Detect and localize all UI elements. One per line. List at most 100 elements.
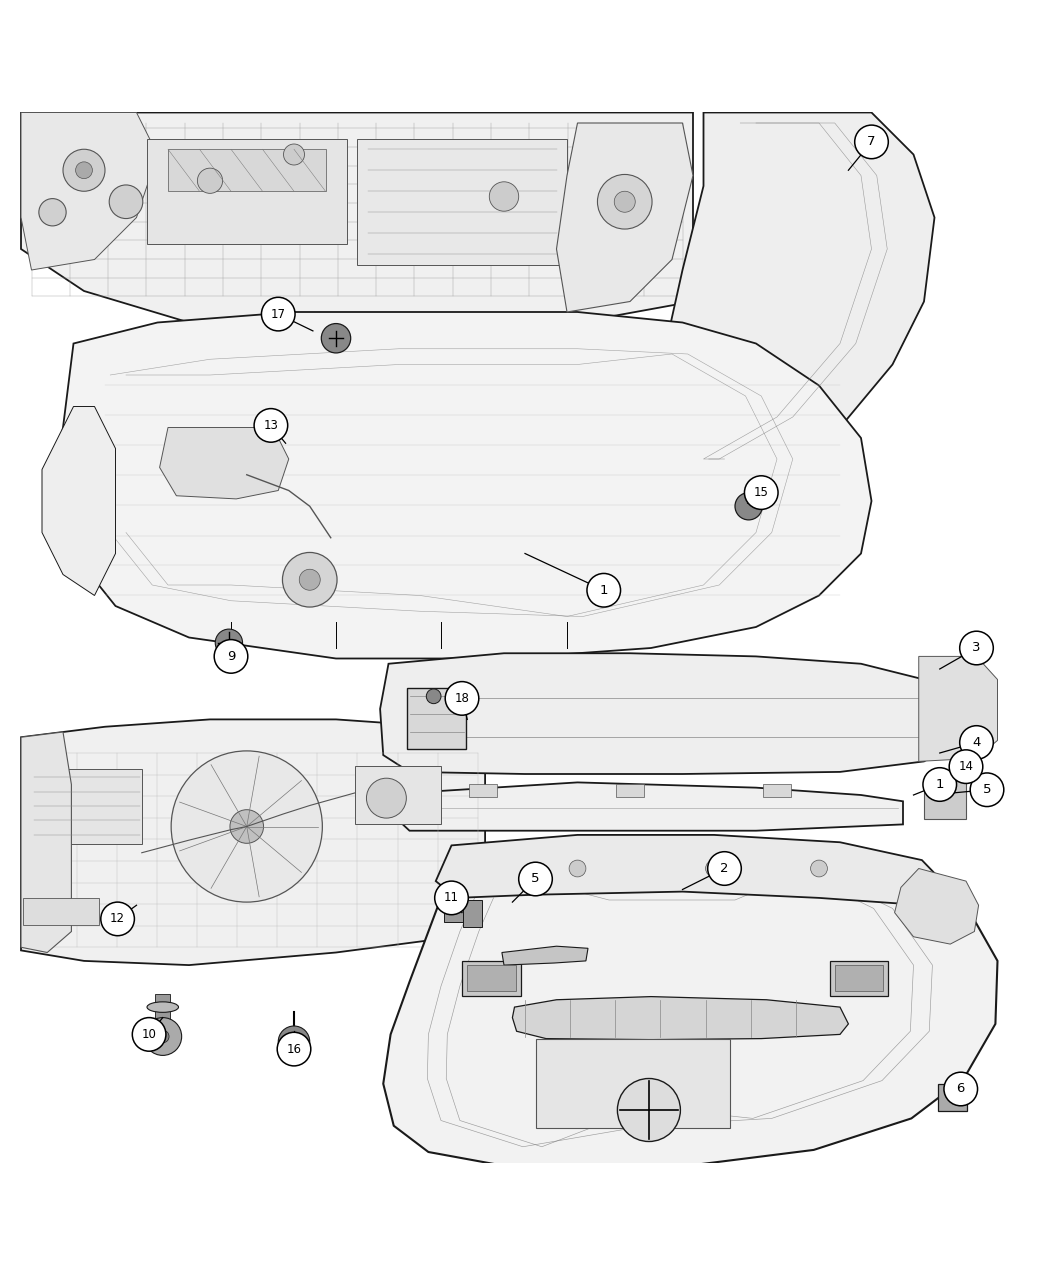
Circle shape [278,1026,310,1057]
Text: 5: 5 [983,783,991,797]
Circle shape [923,768,957,801]
Text: 1: 1 [936,778,944,790]
Circle shape [284,144,304,164]
Bar [355,765,441,825]
Circle shape [261,297,295,332]
Polygon shape [21,112,158,270]
Circle shape [708,852,741,885]
Polygon shape [662,112,934,491]
Bar [763,784,791,797]
Bar [23,898,99,926]
Text: 1: 1 [600,584,608,597]
Text: 4: 4 [972,736,981,748]
Text: 6: 6 [957,1082,965,1095]
Circle shape [569,861,586,877]
Circle shape [230,810,264,843]
Polygon shape [21,719,485,965]
Bar [155,994,170,1037]
Bar [168,149,326,191]
Text: 3: 3 [972,641,981,654]
Circle shape [445,682,479,715]
Circle shape [519,862,552,896]
Circle shape [144,1017,182,1056]
Polygon shape [160,427,289,499]
Bar [938,1084,967,1111]
Bar [147,139,346,244]
Circle shape [489,182,519,212]
Polygon shape [919,657,998,761]
Polygon shape [380,653,956,774]
Circle shape [101,903,134,936]
Text: 9: 9 [227,650,235,663]
Bar [357,139,567,265]
Circle shape [597,175,652,230]
Circle shape [277,1033,311,1066]
Circle shape [949,750,983,783]
Text: 16: 16 [287,1043,301,1056]
Circle shape [435,881,468,914]
Circle shape [197,168,223,194]
Polygon shape [512,997,848,1039]
Circle shape [587,574,621,607]
Bar [467,965,516,992]
Bar [407,688,466,748]
Circle shape [855,125,888,158]
Circle shape [617,1079,680,1141]
Bar [462,961,521,996]
Polygon shape [502,946,588,965]
Bar [469,784,497,797]
Circle shape [214,640,248,673]
Circle shape [171,751,322,903]
Text: 17: 17 [271,307,286,320]
Circle shape [76,162,92,179]
Text: 11: 11 [444,891,459,904]
Circle shape [960,725,993,760]
Text: 12: 12 [110,913,125,926]
Text: 15: 15 [754,486,769,499]
Bar [32,769,142,844]
Circle shape [215,629,243,657]
Polygon shape [52,312,871,658]
Circle shape [614,191,635,212]
Circle shape [321,324,351,353]
Circle shape [970,773,1004,807]
Polygon shape [556,122,693,312]
Circle shape [960,631,993,664]
Bar [616,784,644,797]
Circle shape [944,1072,978,1105]
Bar [835,965,883,992]
Text: 7: 7 [867,135,876,148]
Polygon shape [21,732,71,952]
Circle shape [39,199,66,226]
Circle shape [366,778,406,819]
Polygon shape [383,843,998,1168]
Bar [830,961,888,996]
Circle shape [63,149,105,191]
Circle shape [811,861,827,877]
Bar [444,895,463,922]
Circle shape [299,569,320,590]
Ellipse shape [147,1002,178,1012]
Bar [924,779,966,819]
Circle shape [706,861,722,877]
Text: 14: 14 [959,760,973,773]
Polygon shape [895,868,979,944]
Text: 10: 10 [142,1028,156,1040]
Bar [463,900,482,927]
Bar [536,1039,730,1128]
Polygon shape [394,783,903,831]
Circle shape [132,1017,166,1051]
Text: 5: 5 [531,872,540,886]
Circle shape [744,476,778,510]
Polygon shape [436,835,950,905]
Circle shape [156,1030,169,1043]
Circle shape [426,688,441,704]
Circle shape [282,552,337,607]
Circle shape [735,492,762,520]
Text: 2: 2 [720,862,729,875]
Text: 13: 13 [264,419,278,432]
Polygon shape [21,112,693,333]
Circle shape [254,408,288,442]
Text: 18: 18 [455,692,469,705]
Polygon shape [42,407,116,595]
